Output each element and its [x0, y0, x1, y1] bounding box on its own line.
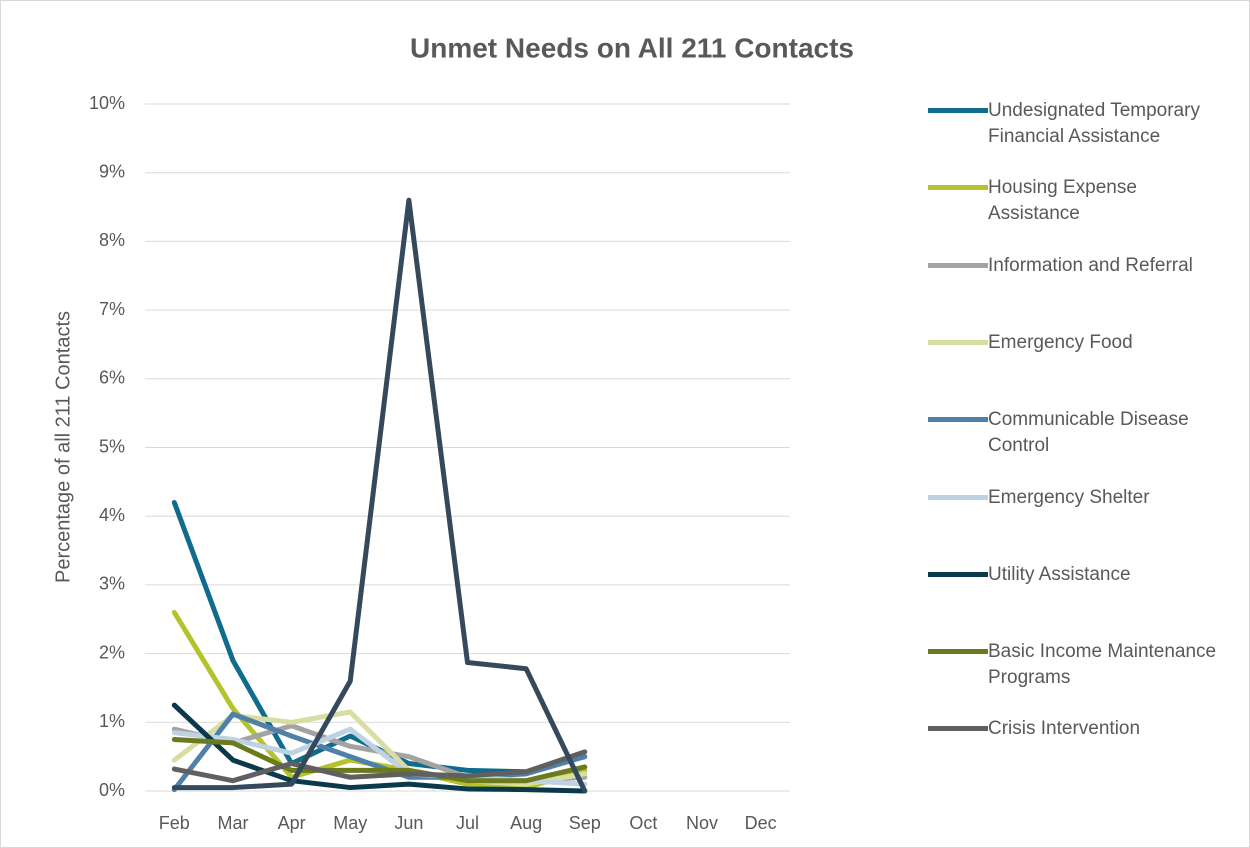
x-tick-label: Mar — [217, 813, 248, 833]
legend-entry: Basic Income Maintenance Programs — [928, 639, 1238, 691]
x-tick-label: May — [333, 813, 367, 833]
y-tick-label: 3% — [99, 574, 125, 594]
y-tick-label: 4% — [99, 505, 125, 525]
series-line — [171, 499, 588, 775]
x-tick-label: Oct — [629, 813, 657, 833]
y-tick-label: 0% — [99, 780, 125, 800]
x-tick-label: Feb — [159, 813, 190, 833]
legend-entry: Emergency Food — [928, 330, 1238, 356]
legend-entry: Crisis Intervention — [928, 716, 1238, 742]
series-line — [171, 197, 588, 794]
legend-label: Basic Income Maintenance Programs — [988, 641, 1217, 689]
chart-title: Unmet Needs on All 211 Contacts — [410, 32, 854, 63]
x-tick-label: Apr — [278, 813, 306, 833]
legend-label: Emergency Shelter — [988, 486, 1150, 508]
legend-swatch — [928, 185, 988, 191]
legend-entry: Utility Assistance — [928, 562, 1238, 588]
legend-swatch — [928, 417, 988, 423]
legend-swatch — [928, 726, 988, 732]
series-line — [171, 749, 588, 784]
lines — [171, 197, 588, 794]
legend-swatch — [928, 262, 988, 268]
legend-label: Communicable Disease Control — [988, 409, 1189, 457]
legend-label: Crisis Intervention — [988, 718, 1141, 740]
y-tick-label: 1% — [99, 711, 125, 731]
legend-swatch — [928, 571, 988, 577]
y-tick-label: 9% — [99, 161, 125, 181]
legend-label: Emergency Food — [988, 331, 1133, 353]
legend-entry: Undesignated Temporary Financial Assista… — [928, 98, 1238, 150]
series-line — [171, 736, 588, 784]
x-tick-label: Jun — [394, 813, 423, 833]
legend-label: Information and Referral — [988, 254, 1193, 276]
y-tick-label: 7% — [99, 299, 125, 319]
y-tick-label: 8% — [99, 230, 125, 250]
x-tick-label: Sep — [569, 813, 601, 833]
legend-swatch — [928, 494, 988, 500]
series-line — [171, 702, 588, 794]
x-tick-label: Aug — [510, 813, 542, 833]
legend-swatch — [928, 649, 988, 655]
legend-label: Utility Assistance — [988, 563, 1131, 585]
x-tick-label: Dec — [745, 813, 777, 833]
legend-entry: Information and Referral — [928, 253, 1238, 279]
y-tick-label: 10% — [89, 93, 125, 113]
y-tick-label: 5% — [99, 436, 125, 456]
x-tick-label: Jul — [456, 813, 479, 833]
legend-entry: Emergency Shelter — [928, 485, 1238, 511]
x-tick-label: Nov — [686, 813, 718, 833]
legend-swatch — [928, 108, 988, 113]
legend-label: Housing Expense Assistance — [988, 177, 1137, 225]
legend-swatch — [928, 339, 988, 345]
y-axis-label: Percentage of all 211 Contacts — [52, 311, 74, 583]
y-tick-label: 6% — [99, 368, 125, 388]
y-tick-label: 2% — [99, 642, 125, 662]
legend-entry: Housing Expense Assistance — [928, 175, 1238, 227]
legend-entry: Communicable Disease Control — [928, 407, 1238, 459]
legend-label: Undesignated Temporary Financial Assista… — [988, 100, 1200, 147]
